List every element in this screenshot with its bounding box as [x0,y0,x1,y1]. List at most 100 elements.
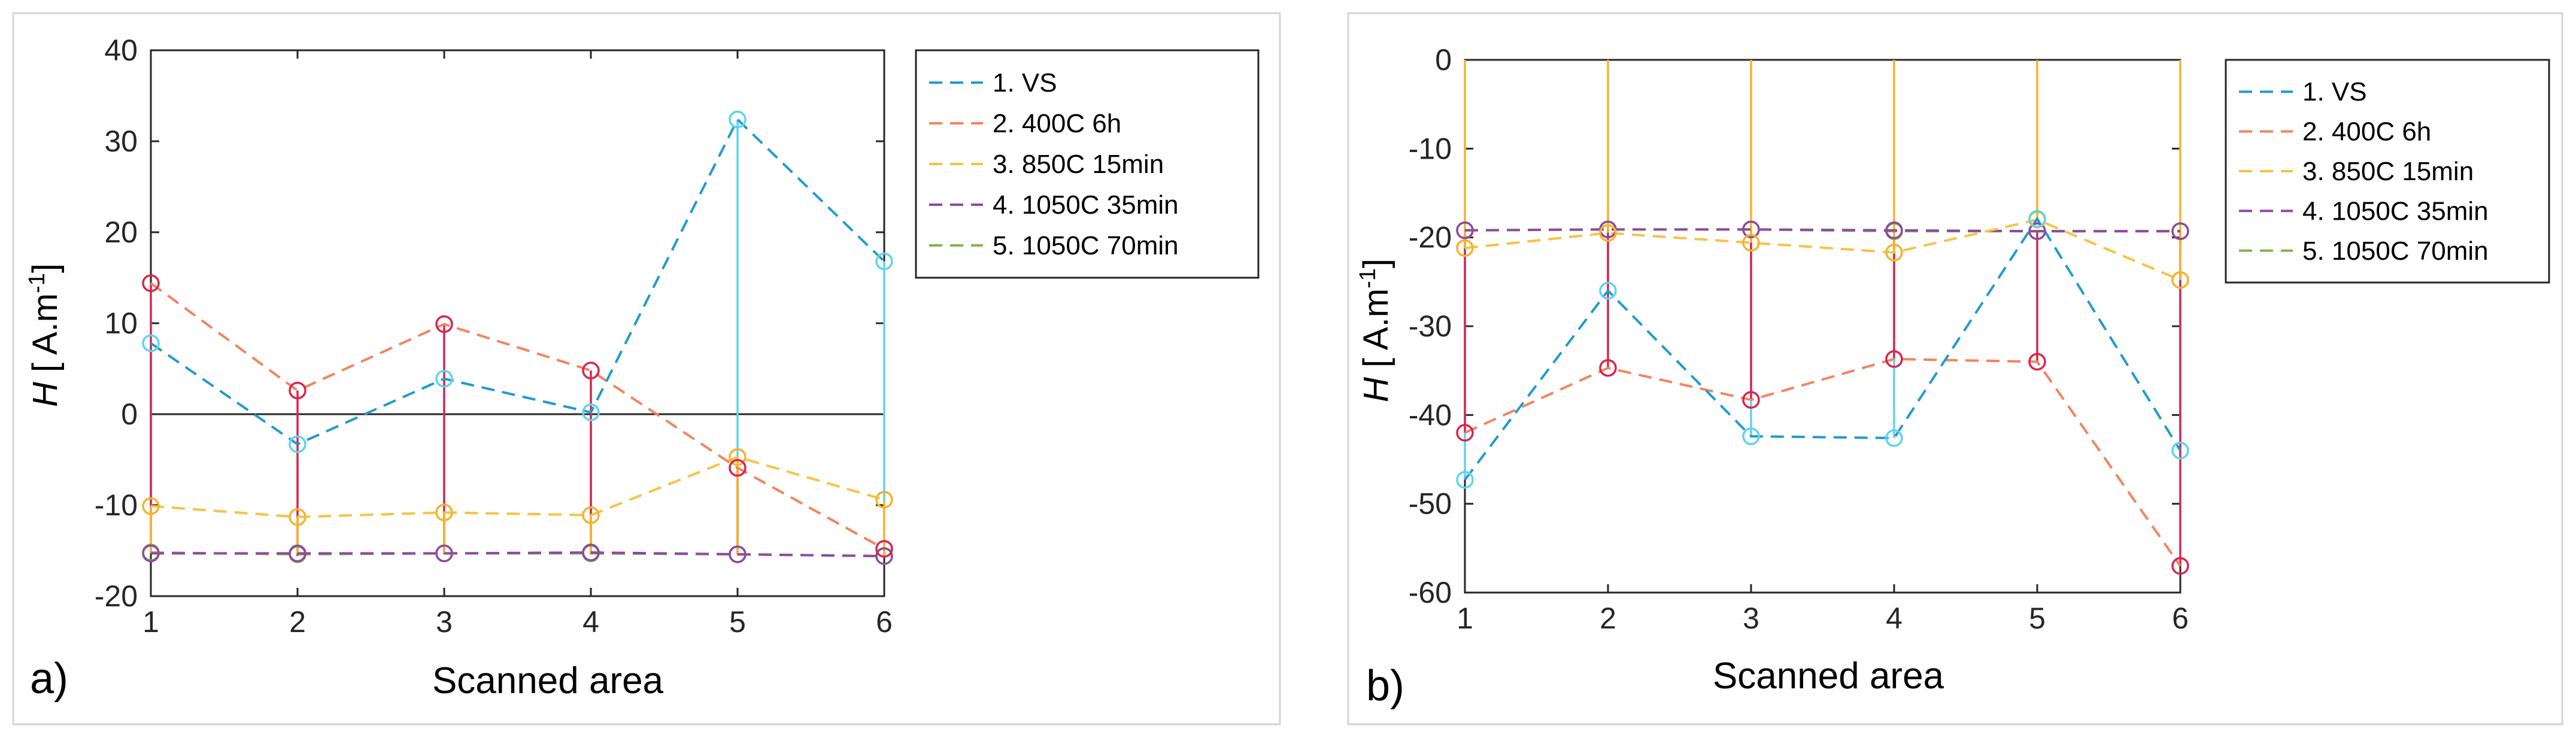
legend-label: 2. 400C 6h [2302,117,2431,147]
series-line-2 [1464,357,2181,567]
plot-area [1464,59,2181,594]
x-tick-label: 1 [142,605,159,639]
data-point-series-3 [1742,233,1760,252]
x-tick-label: 5 [2029,602,2046,635]
data-point-series-1 [875,252,893,271]
x-tick-label: 3 [436,605,453,639]
data-point-series-1 [582,403,600,421]
legend-label: 1. VS [2302,77,2367,107]
data-point-series-3 [1456,239,1474,257]
data-point-series-4 [2171,222,2189,241]
data-point-series-4 [1742,220,1760,239]
x-tick-label: 6 [876,605,893,639]
y-tick-label: 30 [104,124,138,158]
data-point-series-2 [1885,350,1903,368]
legend-label: 5. 1050C 70min [2302,236,2489,266]
data-point-series-4 [1456,221,1474,239]
series-line-3 [150,455,885,518]
data-point-series-4 [289,544,307,563]
y-tick-label: 20 [104,215,138,249]
data-point-series-1 [1742,427,1760,445]
y-tick-label: -20 [95,579,138,613]
data-point-series-4 [2028,222,2046,241]
data-point-series-1 [142,334,160,353]
y-tick-label: 0 [1435,43,1452,77]
data-point-series-3 [142,497,160,515]
series-line-2 [150,282,885,550]
y-axis-title: H [ A.m-1] [1355,259,1395,402]
data-point-series-2 [435,315,453,333]
data-point-series-1 [435,369,453,388]
data-point-series-2 [2171,557,2189,575]
data-point-series-3 [2171,271,2189,289]
data-point-series-3 [729,448,747,466]
data-point-series-4 [729,545,747,563]
panel-a: 1 2 3 4 5 6 -20 -10 0 10 20 30 40 1. VS 2. 400C 6h 3. … [12,12,1281,725]
x-tick-label: 2 [1600,602,1616,635]
legend-label: 5. 1050C 70min [993,231,1179,260]
x-tick-label: 1 [1457,602,1473,635]
data-point-series-3 [1599,224,1617,242]
y-tick-label: -20 [1409,221,1452,254]
data-point-series-4 [142,544,160,563]
data-point-series-3 [1885,244,1903,262]
legend-label: 3. 850C 15min [993,150,1164,179]
series-line-1 [150,117,885,446]
panel-label: a) [30,655,68,703]
data-point-series-4 [875,547,893,565]
legend-label: 1. VS [993,68,1057,98]
y-tick-label: -10 [1409,132,1452,165]
data-point-series-4 [582,543,600,561]
y-tick-label: 10 [104,306,138,340]
data-point-series-3 [289,508,307,526]
legend-label: 4. 1050C 35min [993,190,1179,220]
legend [2225,59,2550,284]
legend-label: 2. 400C 6h [993,109,1121,138]
x-tick-label: 3 [1743,602,1759,635]
x-tick-label: 4 [582,605,599,639]
series-line-4 [151,551,885,558]
x-tick-label: 2 [289,605,306,639]
data-point-series-3 [875,491,893,509]
y-tick-label: -40 [1409,398,1452,432]
data-point-series-1 [1885,429,1903,447]
data-point-series-1 [729,110,747,129]
data-point-series-1 [289,435,307,453]
y-tick-label: 40 [104,34,138,67]
y-tick-label: -10 [95,488,138,522]
data-point-series-3 [582,506,600,524]
data-point-series-2 [142,274,160,292]
panel-b: 1 2 3 4 5 6 -60 -50 -40 -30 -20 -10 0 1. VS 2. 400C 6… [1347,12,2563,725]
data-point-series-2 [2028,353,2046,371]
plot-area [150,49,885,597]
data-point-series-2 [289,381,307,400]
data-point-series-3 [435,503,453,521]
data-point-series-2 [1456,424,1474,442]
series-line-4 [1464,228,2180,233]
legend-label: 4. 1050C 35min [2302,196,2489,226]
data-point-series-1 [1456,470,1474,489]
x-tick-label: 6 [2172,602,2189,635]
series-line-3 [1464,218,2181,281]
legend-label: 3. 850C 15min [2302,157,2474,186]
panel-label: b) [1366,662,1404,710]
data-point-series-1 [2028,209,2046,228]
y-tick-label: -30 [1409,309,1452,343]
data-point-series-1 [2171,441,2189,460]
data-point-series-2 [1599,359,1617,377]
x-tick-label: 4 [1886,602,1903,635]
y-tick-label: 0 [121,397,138,431]
data-point-series-4 [435,544,453,563]
data-point-series-2 [1742,391,1760,409]
data-point-series-4 [1885,221,1903,239]
x-tick-label: 5 [729,605,746,639]
x-axis-title: Scanned area [432,660,664,701]
y-tick-label: -50 [1409,487,1452,521]
data-point-series-2 [729,458,747,477]
data-point-series-1 [1599,281,1617,300]
series-line-1 [1464,216,2181,481]
data-point-series-2 [582,362,600,379]
y-tick-label: -60 [1409,576,1452,609]
x-axis-title: Scanned area [1713,655,1944,697]
